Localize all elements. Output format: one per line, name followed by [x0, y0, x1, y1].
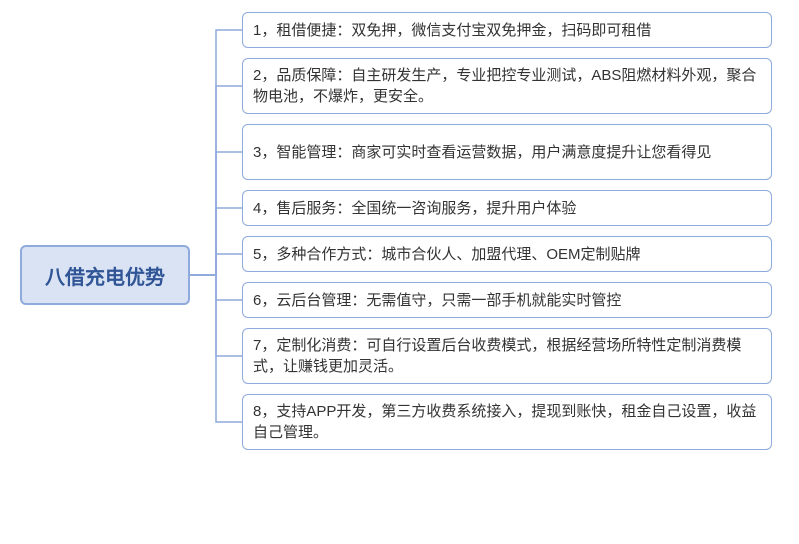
connector-path	[190, 208, 242, 275]
connector-path	[190, 86, 242, 275]
child-label: 5，多种合作方式：城市合伙人、加盟代理、OEM定制贴牌	[253, 244, 641, 265]
connector-path	[190, 275, 242, 300]
connector-path	[190, 275, 242, 356]
child-node-6: 6，云后台管理：无需值守，只需一部手机就能实时管控	[242, 282, 772, 318]
child-label: 1，租借便捷：双免押，微信支付宝双免押金，扫码即可租借	[253, 20, 651, 41]
connector-path	[190, 30, 242, 275]
child-label: 7，定制化消费：可自行设置后台收费模式，根据经营场所特性定制消费模式，让赚钱更加…	[253, 335, 761, 377]
root-label: 八借充电优势	[45, 261, 165, 290]
child-label: 6，云后台管理：无需值守，只需一部手机就能实时管控	[253, 290, 621, 311]
child-node-5: 5，多种合作方式：城市合伙人、加盟代理、OEM定制贴牌	[242, 236, 772, 272]
root-node: 八借充电优势	[20, 245, 190, 305]
connector-path	[190, 254, 242, 275]
child-node-3: 3，智能管理：商家可实时查看运营数据，用户满意度提升让您看得见	[242, 124, 772, 180]
child-label: 4，售后服务：全国统一咨询服务，提升用户体验	[253, 198, 576, 219]
child-label: 2，品质保障：自主研发生产，专业把控专业测试，ABS阻燃材料外观，聚合物电池，不…	[253, 65, 761, 107]
child-node-7: 7，定制化消费：可自行设置后台收费模式，根据经营场所特性定制消费模式，让赚钱更加…	[242, 328, 772, 384]
connector-path	[190, 152, 242, 275]
child-label: 8，支持APP开发，第三方收费系统接入，提现到账快，租金自己设置，收益自己管理。	[253, 401, 761, 443]
connector-path	[190, 275, 242, 422]
child-node-2: 2，品质保障：自主研发生产，专业把控专业测试，ABS阻燃材料外观，聚合物电池，不…	[242, 58, 772, 114]
child-node-4: 4，售后服务：全国统一咨询服务，提升用户体验	[242, 190, 772, 226]
child-node-1: 1，租借便捷：双免押，微信支付宝双免押金，扫码即可租借	[242, 12, 772, 48]
child-label: 3，智能管理：商家可实时查看运营数据，用户满意度提升让您看得见	[253, 142, 711, 163]
child-node-8: 8，支持APP开发，第三方收费系统接入，提现到账快，租金自己设置，收益自己管理。	[242, 394, 772, 450]
